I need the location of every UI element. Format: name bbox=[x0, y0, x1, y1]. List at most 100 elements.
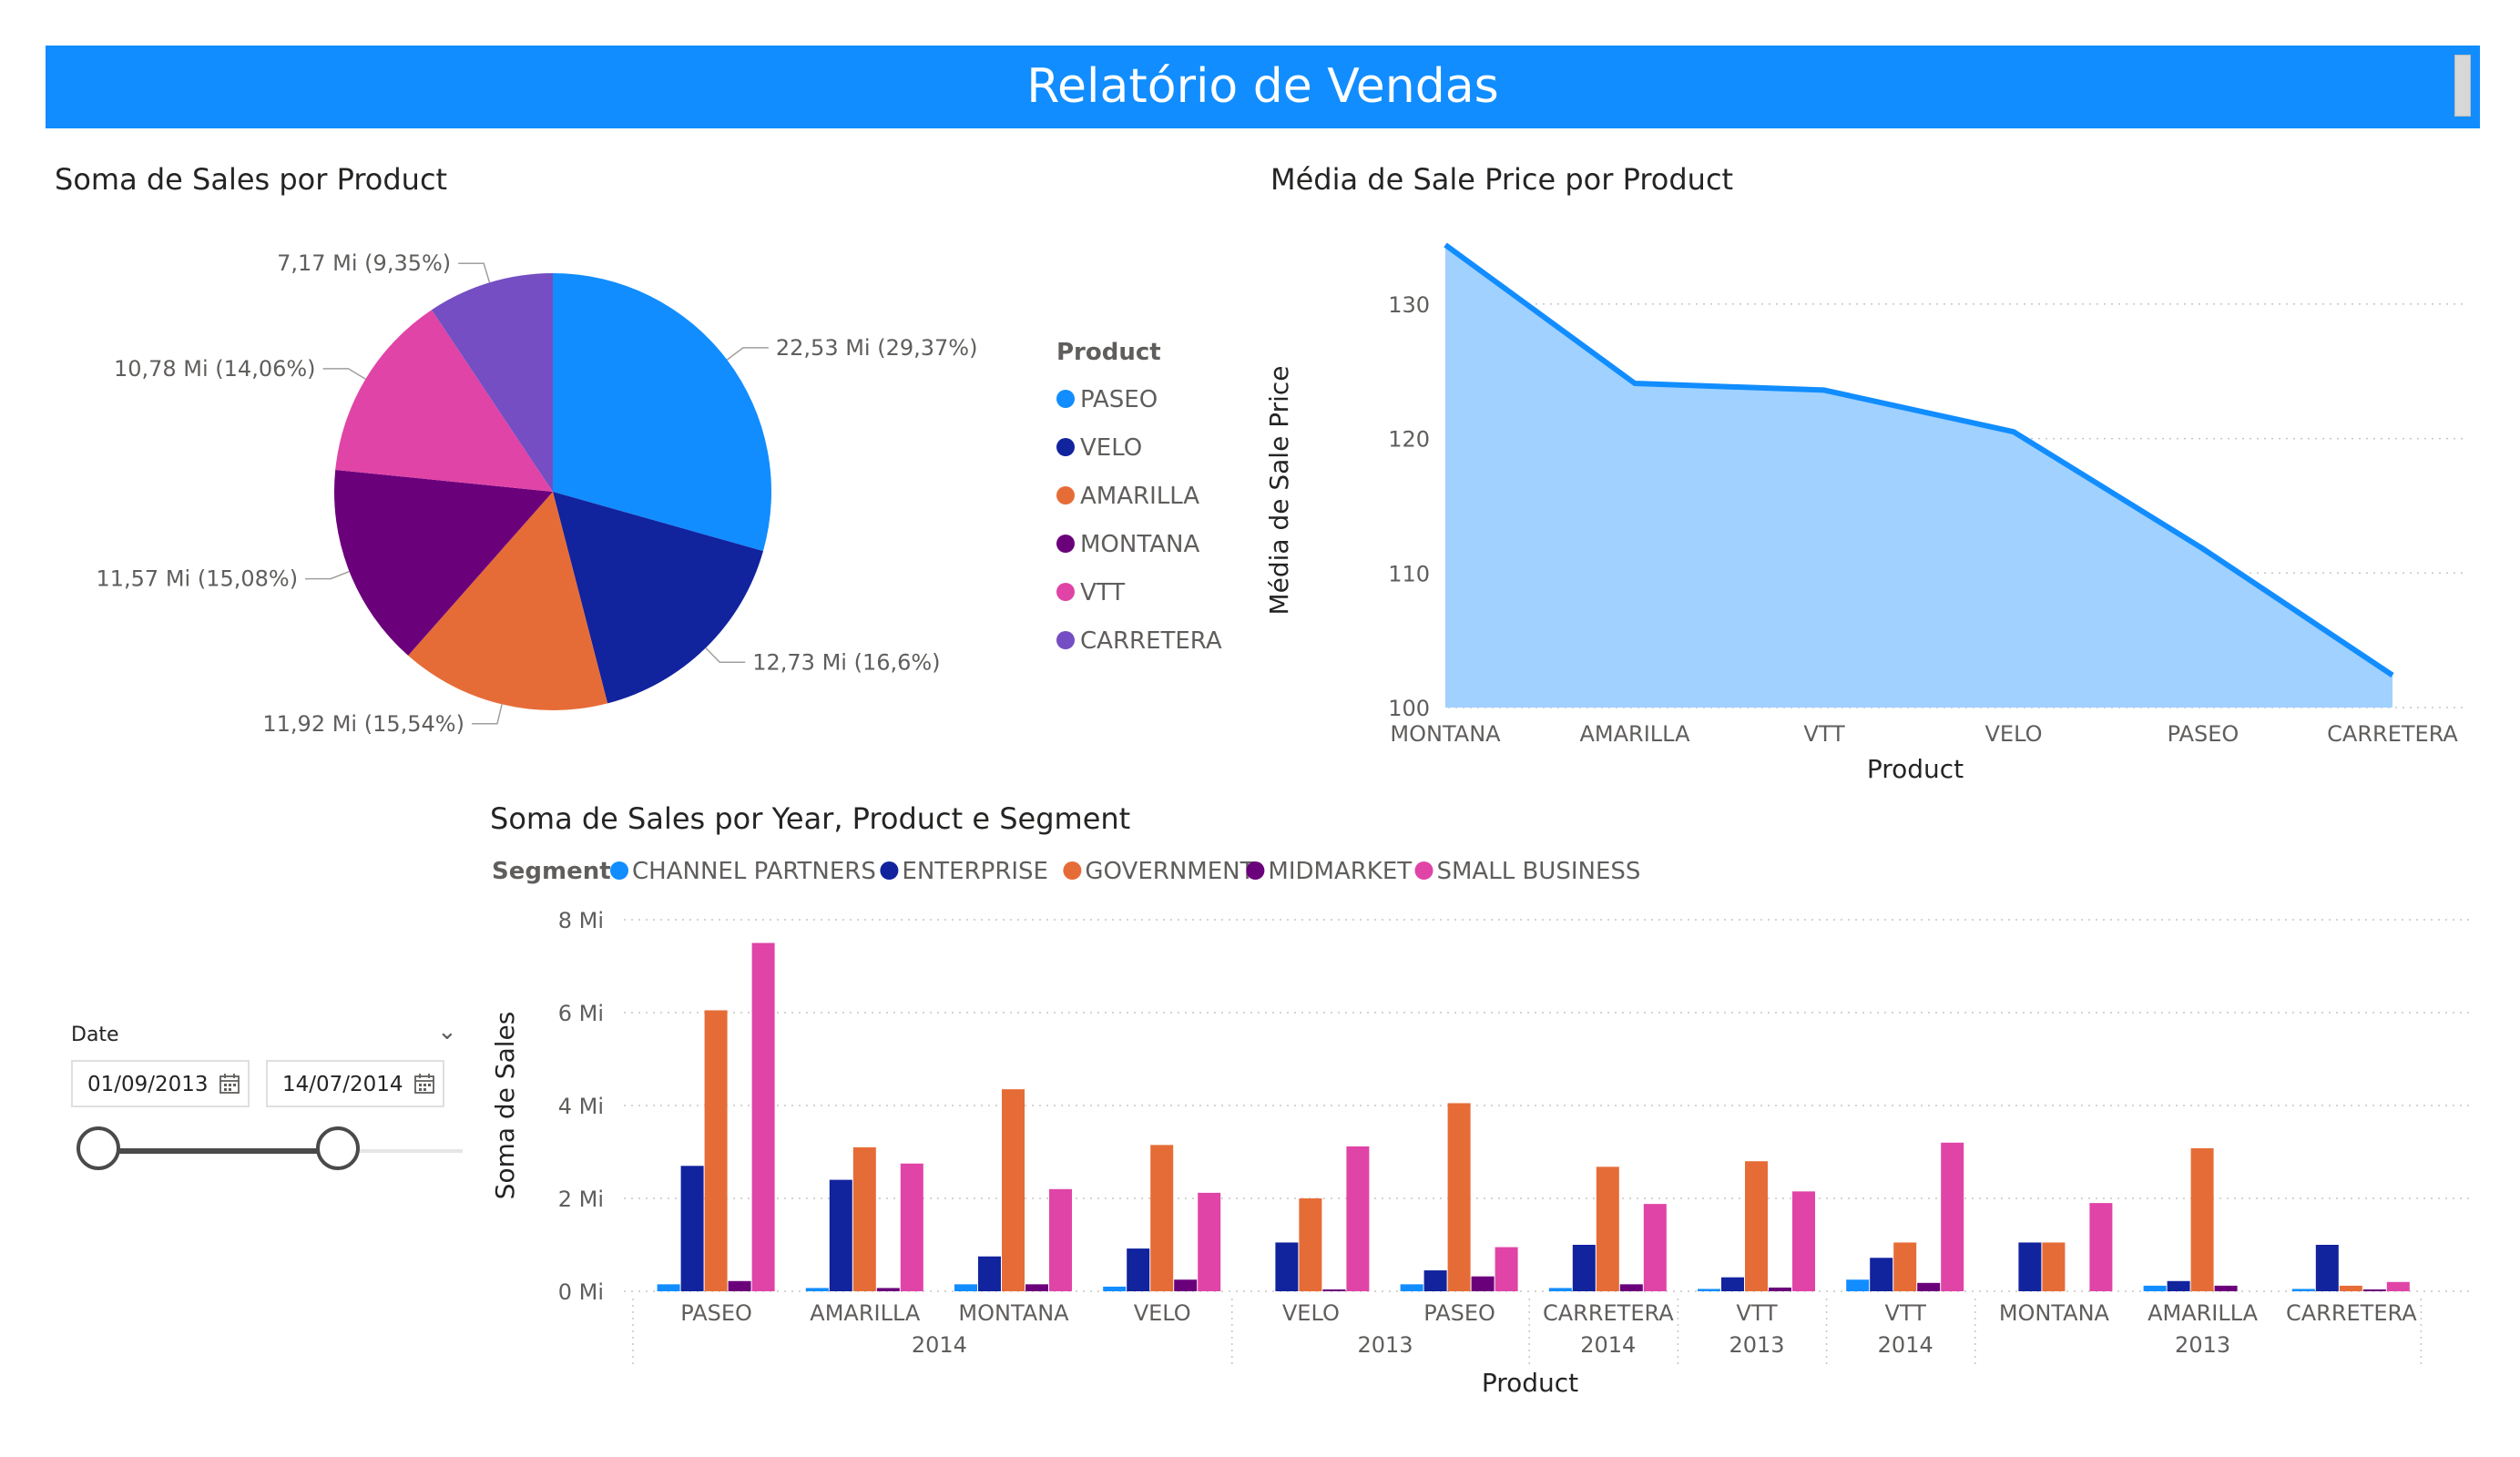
bar-midmarket[interactable] bbox=[1174, 1279, 1198, 1291]
bar-midmarket[interactable] bbox=[1917, 1282, 1941, 1291]
leader-line bbox=[471, 704, 503, 725]
y-tick-label: 8 Mi bbox=[558, 908, 604, 933]
start-date-input[interactable]: 01/09/2013 bbox=[71, 1060, 250, 1107]
bar-enterprise[interactable] bbox=[1127, 1248, 1150, 1291]
bar-small-business[interactable] bbox=[1346, 1146, 1370, 1291]
bar-government[interactable] bbox=[1745, 1161, 1768, 1291]
calendar-icon[interactable] bbox=[219, 1073, 240, 1095]
pie-slice-velo[interactable] bbox=[553, 492, 763, 704]
legend-item-montana[interactable]: MONTANA bbox=[1080, 531, 1199, 558]
bar-enterprise[interactable] bbox=[1870, 1258, 1893, 1291]
bar-small-business[interactable] bbox=[2089, 1203, 2113, 1291]
bar-midmarket[interactable] bbox=[1025, 1284, 1048, 1291]
legend-item-velo[interactable]: VELO bbox=[1080, 434, 1142, 462]
bar-enterprise[interactable] bbox=[1423, 1270, 1447, 1291]
bar-channel-partners[interactable] bbox=[805, 1288, 829, 1291]
slider-start-handle[interactable] bbox=[77, 1126, 120, 1170]
bar-channel-partners[interactable] bbox=[1698, 1289, 1720, 1291]
legend-item-amarilla[interactable]: AMARILLA bbox=[1080, 483, 1199, 510]
chevron-down-icon[interactable]: ⌄ bbox=[437, 1018, 457, 1045]
bar-enterprise[interactable] bbox=[2018, 1242, 2042, 1291]
bar-channel-partners[interactable] bbox=[1400, 1284, 1423, 1291]
legend-item-enterprise[interactable]: ENTERPRISE bbox=[902, 858, 1048, 885]
legend-item-government[interactable]: GOVERNMENT bbox=[1085, 858, 1254, 885]
slider-end-handle[interactable] bbox=[316, 1126, 360, 1170]
bar-small-business[interactable] bbox=[900, 1163, 923, 1291]
bar-small-business[interactable] bbox=[1792, 1191, 1815, 1291]
bar-enterprise[interactable] bbox=[680, 1166, 704, 1291]
legend-item-carretera[interactable]: CARRETERA bbox=[1080, 627, 1222, 655]
bar-midmarket[interactable] bbox=[2214, 1285, 2238, 1291]
bar-midmarket[interactable] bbox=[1619, 1284, 1643, 1291]
pie-slice-vtt[interactable] bbox=[335, 310, 553, 492]
x-tick-label: PASEO bbox=[680, 1300, 752, 1326]
legend-item-vtt[interactable]: VTT bbox=[1080, 579, 1125, 606]
bar-government[interactable] bbox=[1299, 1198, 1322, 1291]
bar-government[interactable] bbox=[2042, 1242, 2066, 1291]
legend-item-paseo[interactable]: PASEO bbox=[1080, 386, 1158, 413]
bar-enterprise[interactable] bbox=[829, 1179, 852, 1291]
bar-government[interactable] bbox=[704, 1010, 728, 1291]
bar-enterprise[interactable] bbox=[2315, 1245, 2339, 1291]
legend-marker bbox=[1056, 390, 1075, 408]
bar-government[interactable] bbox=[1893, 1242, 1917, 1291]
x-tick-label: MONTANA bbox=[1390, 721, 1501, 747]
bar-midmarket[interactable] bbox=[1471, 1276, 1495, 1291]
bar-channel-partners[interactable] bbox=[657, 1284, 680, 1291]
area-fill bbox=[1445, 244, 2392, 708]
bar-chart-title: Soma de Sales por Year, Product e Segmen… bbox=[490, 801, 1131, 836]
bar-government[interactable] bbox=[1447, 1103, 1471, 1291]
bar-channel-partners[interactable] bbox=[954, 1284, 977, 1291]
end-date-input[interactable]: 14/07/2014 bbox=[266, 1060, 444, 1107]
bar-channel-partners[interactable] bbox=[1846, 1279, 1870, 1291]
bar-small-business[interactable] bbox=[1941, 1142, 1964, 1291]
x-tick-label: AMARILLA bbox=[2148, 1300, 2259, 1326]
pie-slice-paseo[interactable] bbox=[553, 273, 771, 552]
pie-chart[interactable]: 22,53 Mi (29,37%) 12,73 Mi (16,6%) 11,92 M… bbox=[0, 200, 1257, 820]
bar-midmarket[interactable] bbox=[876, 1288, 900, 1291]
bar-enterprise[interactable] bbox=[1572, 1245, 1596, 1291]
bar-channel-partners[interactable] bbox=[1103, 1286, 1127, 1291]
bar-midmarket[interactable] bbox=[728, 1280, 751, 1291]
leader-line bbox=[458, 262, 491, 283]
bar-enterprise[interactable] bbox=[2167, 1280, 2190, 1291]
bar-small-business[interactable] bbox=[1198, 1192, 1221, 1291]
legend-item-channel-partners[interactable]: CHANNEL PARTNERS bbox=[632, 858, 876, 885]
area-chart[interactable]: 100 110 120 130 MONTANA AMARILLA VTT VELO PASEO C… bbox=[1257, 200, 2477, 801]
legend-item-midmarket[interactable]: MIDMARKET bbox=[1268, 858, 1412, 885]
pie-chart-title: Soma de Sales por Product bbox=[55, 162, 448, 197]
bar-government[interactable] bbox=[1150, 1145, 1174, 1291]
bar-enterprise[interactable] bbox=[978, 1256, 1001, 1291]
bar-small-business[interactable] bbox=[2386, 1281, 2410, 1291]
bar-midmarket[interactable] bbox=[2362, 1289, 2386, 1291]
bar-midmarket[interactable] bbox=[1769, 1287, 1791, 1291]
bar-channel-partners[interactable] bbox=[1548, 1288, 1572, 1291]
pie-data-label: 10,78 Mi (14,06%) bbox=[114, 356, 316, 382]
bar-small-business[interactable] bbox=[1643, 1204, 1667, 1291]
bar-enterprise[interactable] bbox=[1721, 1277, 1744, 1291]
legend-item-small-business[interactable]: SMALL BUSINESS bbox=[1437, 858, 1641, 885]
clustered-bar-chart[interactable]: Segment CHANNEL PARTNERS ENTERPRISE GOVERNM… bbox=[483, 838, 2486, 1421]
bar-enterprise[interactable] bbox=[1275, 1242, 1299, 1291]
bar-small-business[interactable] bbox=[1495, 1247, 1518, 1291]
report-title: Relatório de Vendas bbox=[1026, 59, 1499, 114]
scrollbar-handle[interactable] bbox=[2454, 55, 2471, 117]
bar-channel-partners[interactable] bbox=[2143, 1285, 2167, 1291]
bar-government[interactable] bbox=[2190, 1147, 2214, 1291]
pie-slice-carretera[interactable] bbox=[432, 273, 553, 492]
bar-government[interactable] bbox=[1596, 1167, 1619, 1291]
legend-marker bbox=[1056, 583, 1075, 601]
bar-small-business[interactable] bbox=[751, 942, 775, 1292]
pie-slice-amarilla[interactable] bbox=[408, 492, 608, 710]
legend-marker bbox=[880, 861, 899, 880]
bar-government[interactable] bbox=[852, 1146, 876, 1291]
calendar-icon[interactable] bbox=[413, 1073, 435, 1095]
y-tick-label: 110 bbox=[1388, 561, 1430, 586]
x-tick-label: PASEO bbox=[1423, 1300, 1495, 1326]
bar-small-business[interactable] bbox=[1049, 1188, 1072, 1291]
bar-government[interactable] bbox=[2339, 1285, 2362, 1291]
pie-slice-montana[interactable] bbox=[334, 469, 553, 656]
bar-channel-partners[interactable] bbox=[2291, 1289, 2315, 1291]
bar-midmarket[interactable] bbox=[1322, 1289, 1346, 1291]
bar-government[interactable] bbox=[1002, 1089, 1025, 1291]
